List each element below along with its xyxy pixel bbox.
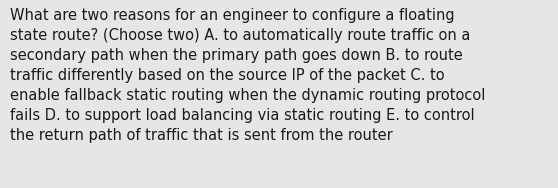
Text: What are two reasons for an engineer to configure a floating
state route? (Choos: What are two reasons for an engineer to … — [10, 8, 485, 143]
